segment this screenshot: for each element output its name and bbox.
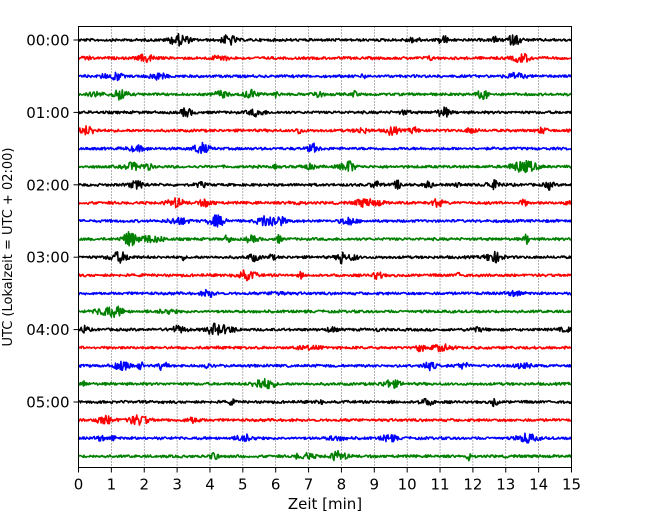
- x-tick-label-9: 9: [370, 476, 380, 494]
- trace-line-6: [78, 141, 573, 155]
- trace-line-9: [78, 197, 573, 209]
- trace-layer: [77, 33, 573, 462]
- trace-line-11: [77, 231, 573, 247]
- trace-line-3: [77, 88, 573, 101]
- y-tick-label-1: 01:00: [26, 104, 69, 122]
- trace-line-17: [77, 343, 572, 353]
- trace-line-7: [77, 159, 573, 174]
- x-tick-label-2: 2: [139, 476, 149, 494]
- trace-line-19: [78, 378, 572, 390]
- x-tick-label-5: 5: [238, 476, 248, 494]
- trace-line-21: [77, 414, 572, 426]
- trace-line-5: [77, 125, 573, 136]
- y-tick-label-0: 00:00: [26, 32, 69, 50]
- y-axis-title: UTC (Lokalzeit = UTC + 02:00): [1, 148, 16, 347]
- trace-line-14: [78, 288, 573, 298]
- trace-line-23: [77, 449, 573, 462]
- x-axis: 0 1 2 3 4 5 6 7 8 9 10 11 12 13 14 15: [74, 467, 581, 494]
- x-tick-label-10: 10: [398, 476, 417, 494]
- trace-line-1: [77, 52, 572, 64]
- trace-line-0: [78, 33, 573, 47]
- x-tick-label-13: 13: [496, 476, 515, 494]
- trace-line-18: [78, 360, 572, 372]
- y-tick-label-4: 04:00: [26, 321, 69, 339]
- y-tick-label-2: 02:00: [26, 176, 69, 194]
- trace-line-22: [77, 432, 573, 444]
- trace-line-15: [78, 305, 573, 319]
- x-tick-label-8: 8: [337, 476, 347, 494]
- trace-line-4: [78, 106, 572, 118]
- x-tick-label-3: 3: [172, 476, 182, 494]
- plot-frame: [78, 26, 572, 468]
- trace-line-16: [78, 322, 573, 336]
- x-tick-label-11: 11: [430, 476, 449, 494]
- y-tick-label-3: 03:00: [26, 249, 69, 267]
- x-axis-title: Zeit [min]: [288, 495, 362, 513]
- trace-line-8: [77, 179, 573, 191]
- y-tick-label-5: 05:00: [26, 394, 69, 412]
- x-tick-label-1: 1: [107, 476, 117, 494]
- x-tick-label-7: 7: [304, 476, 314, 494]
- x-tick-label-6: 6: [271, 476, 281, 494]
- x-tick-label-4: 4: [205, 476, 215, 494]
- x-tick-label-15: 15: [562, 476, 581, 494]
- trace-line-12: [77, 250, 572, 265]
- x-tick-label-12: 12: [463, 476, 482, 494]
- x-tick-label-0: 0: [74, 476, 84, 494]
- trace-line-10: [78, 214, 573, 228]
- trace-line-20: [78, 397, 573, 408]
- trace-line-13: [77, 269, 572, 282]
- y-axis: 00:00 01:00 02:00 03:00 04:00 05:00: [26, 32, 79, 412]
- trace-line-2: [77, 71, 573, 82]
- x-tick-label-14: 14: [529, 476, 548, 494]
